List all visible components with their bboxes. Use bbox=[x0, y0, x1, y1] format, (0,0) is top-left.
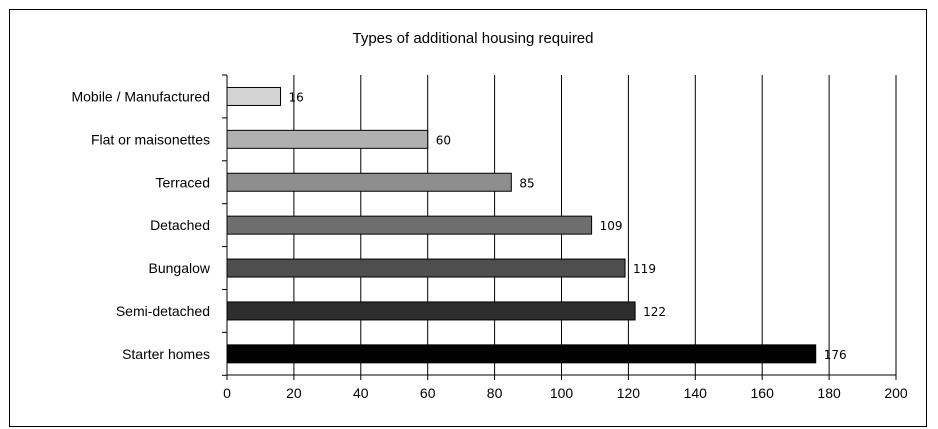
category-label: Semi-detached bbox=[116, 303, 210, 319]
x-tick-label: 180 bbox=[817, 385, 841, 401]
bar bbox=[226, 301, 636, 321]
category-label: Bungalow bbox=[149, 260, 211, 276]
data-label: 122 bbox=[643, 305, 666, 319]
x-tick-label: 100 bbox=[550, 385, 574, 401]
data-label: 85 bbox=[519, 176, 534, 190]
x-tick-label: 60 bbox=[420, 385, 436, 401]
x-tick-label: 160 bbox=[751, 385, 775, 401]
x-tick-label: 200 bbox=[884, 385, 908, 401]
bar bbox=[226, 129, 429, 149]
bar bbox=[226, 172, 512, 192]
bar bbox=[226, 86, 282, 106]
data-label: 109 bbox=[600, 219, 623, 233]
category-label: Starter homes bbox=[122, 346, 210, 362]
x-tick-label: 0 bbox=[223, 385, 231, 401]
data-label: 16 bbox=[289, 90, 304, 104]
bar bbox=[226, 215, 593, 235]
labels: 0 20 40 60 80 100 120 140 160 180 200 Mobile / Manu… bbox=[71, 88, 907, 401]
data-label: 176 bbox=[824, 348, 847, 362]
x-tick-label: 20 bbox=[286, 385, 302, 401]
category-label: Detached bbox=[150, 217, 210, 233]
category-label: Terraced bbox=[156, 174, 210, 190]
x-tick-label: 140 bbox=[684, 385, 708, 401]
x-tick-label: 40 bbox=[353, 385, 369, 401]
category-label: Flat or maisonettes bbox=[91, 131, 210, 147]
data-label: 119 bbox=[633, 262, 656, 276]
category-label: Mobile / Manufactured bbox=[71, 88, 210, 104]
chart-title: Types of additional housing required bbox=[352, 30, 594, 47]
x-tick-label: 120 bbox=[617, 385, 641, 401]
data-label: 60 bbox=[436, 133, 451, 147]
bar bbox=[226, 344, 817, 364]
bar bbox=[226, 258, 626, 278]
x-tick-label: 80 bbox=[487, 385, 503, 401]
bars bbox=[226, 86, 817, 364]
